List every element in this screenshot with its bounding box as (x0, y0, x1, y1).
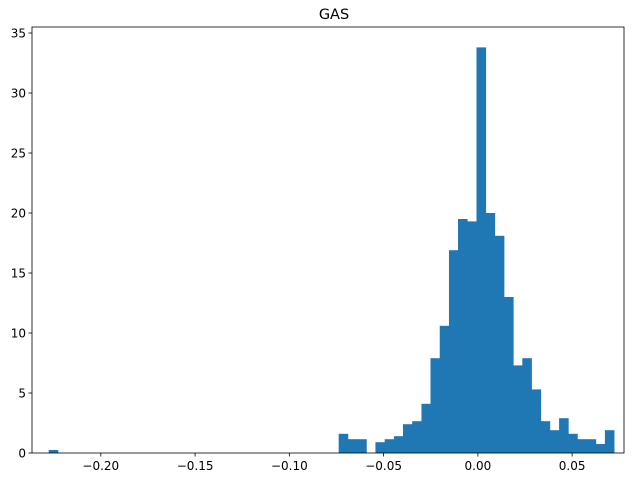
y-tick-label: 5 (18, 386, 26, 400)
histogram-bar (476, 47, 487, 454)
histogram-bar (338, 433, 349, 453)
histogram-bar (393, 436, 404, 453)
histogram-bar (439, 325, 450, 453)
y-axis: 0 5 10 15 20 25 30 35 (11, 26, 32, 460)
histogram-bar (402, 424, 413, 453)
y-tick-label: 30 (11, 86, 26, 100)
histogram-bar (504, 297, 514, 453)
x-tick-label: −0.05 (365, 459, 402, 473)
histogram-bar (412, 421, 422, 453)
histogram-bar (604, 430, 615, 453)
histogram-bar (513, 365, 523, 453)
histogram-bar (347, 439, 358, 453)
histogram-bar (549, 430, 560, 453)
histogram-bar (375, 442, 386, 453)
histogram-bar (467, 221, 477, 453)
x-axis: −0.20 −0.15 −0.10 −0.05 0.00 0.05 (82, 453, 586, 473)
histogram-bar (522, 358, 532, 453)
histogram-bar (357, 439, 367, 453)
histogram-bar (586, 439, 597, 453)
chart-title: GAS (319, 7, 349, 23)
histogram-bar (540, 421, 551, 453)
x-tick-label: 0.00 (465, 459, 492, 473)
histogram-bar (448, 250, 459, 453)
y-tick-label: 10 (11, 326, 26, 340)
y-tick-label: 25 (11, 146, 26, 160)
bars-group (48, 47, 615, 454)
histogram-bar (430, 358, 441, 453)
y-tick-label: 0 (18, 446, 26, 460)
y-tick-label: 15 (11, 266, 26, 280)
x-tick-label: −0.10 (271, 459, 308, 473)
histogram-bar (577, 439, 587, 453)
histogram-bar (494, 235, 505, 453)
histogram-bar (421, 403, 432, 453)
x-tick-label: −0.15 (177, 459, 214, 473)
histogram-bar (531, 389, 542, 453)
histogram-bar (595, 444, 606, 453)
histogram-bar (384, 439, 395, 453)
histogram-bar (485, 213, 496, 453)
histogram-bar (568, 433, 578, 453)
histogram-bar (458, 219, 468, 453)
plot-frame (31, 26, 625, 454)
x-tick-label: 0.05 (559, 459, 586, 473)
y-tick-label: 20 (11, 206, 26, 220)
histogram-bar (559, 418, 569, 453)
histogram-bar (48, 450, 59, 453)
y-tick-label: 35 (11, 26, 26, 40)
x-tick-label: −0.20 (82, 459, 119, 473)
